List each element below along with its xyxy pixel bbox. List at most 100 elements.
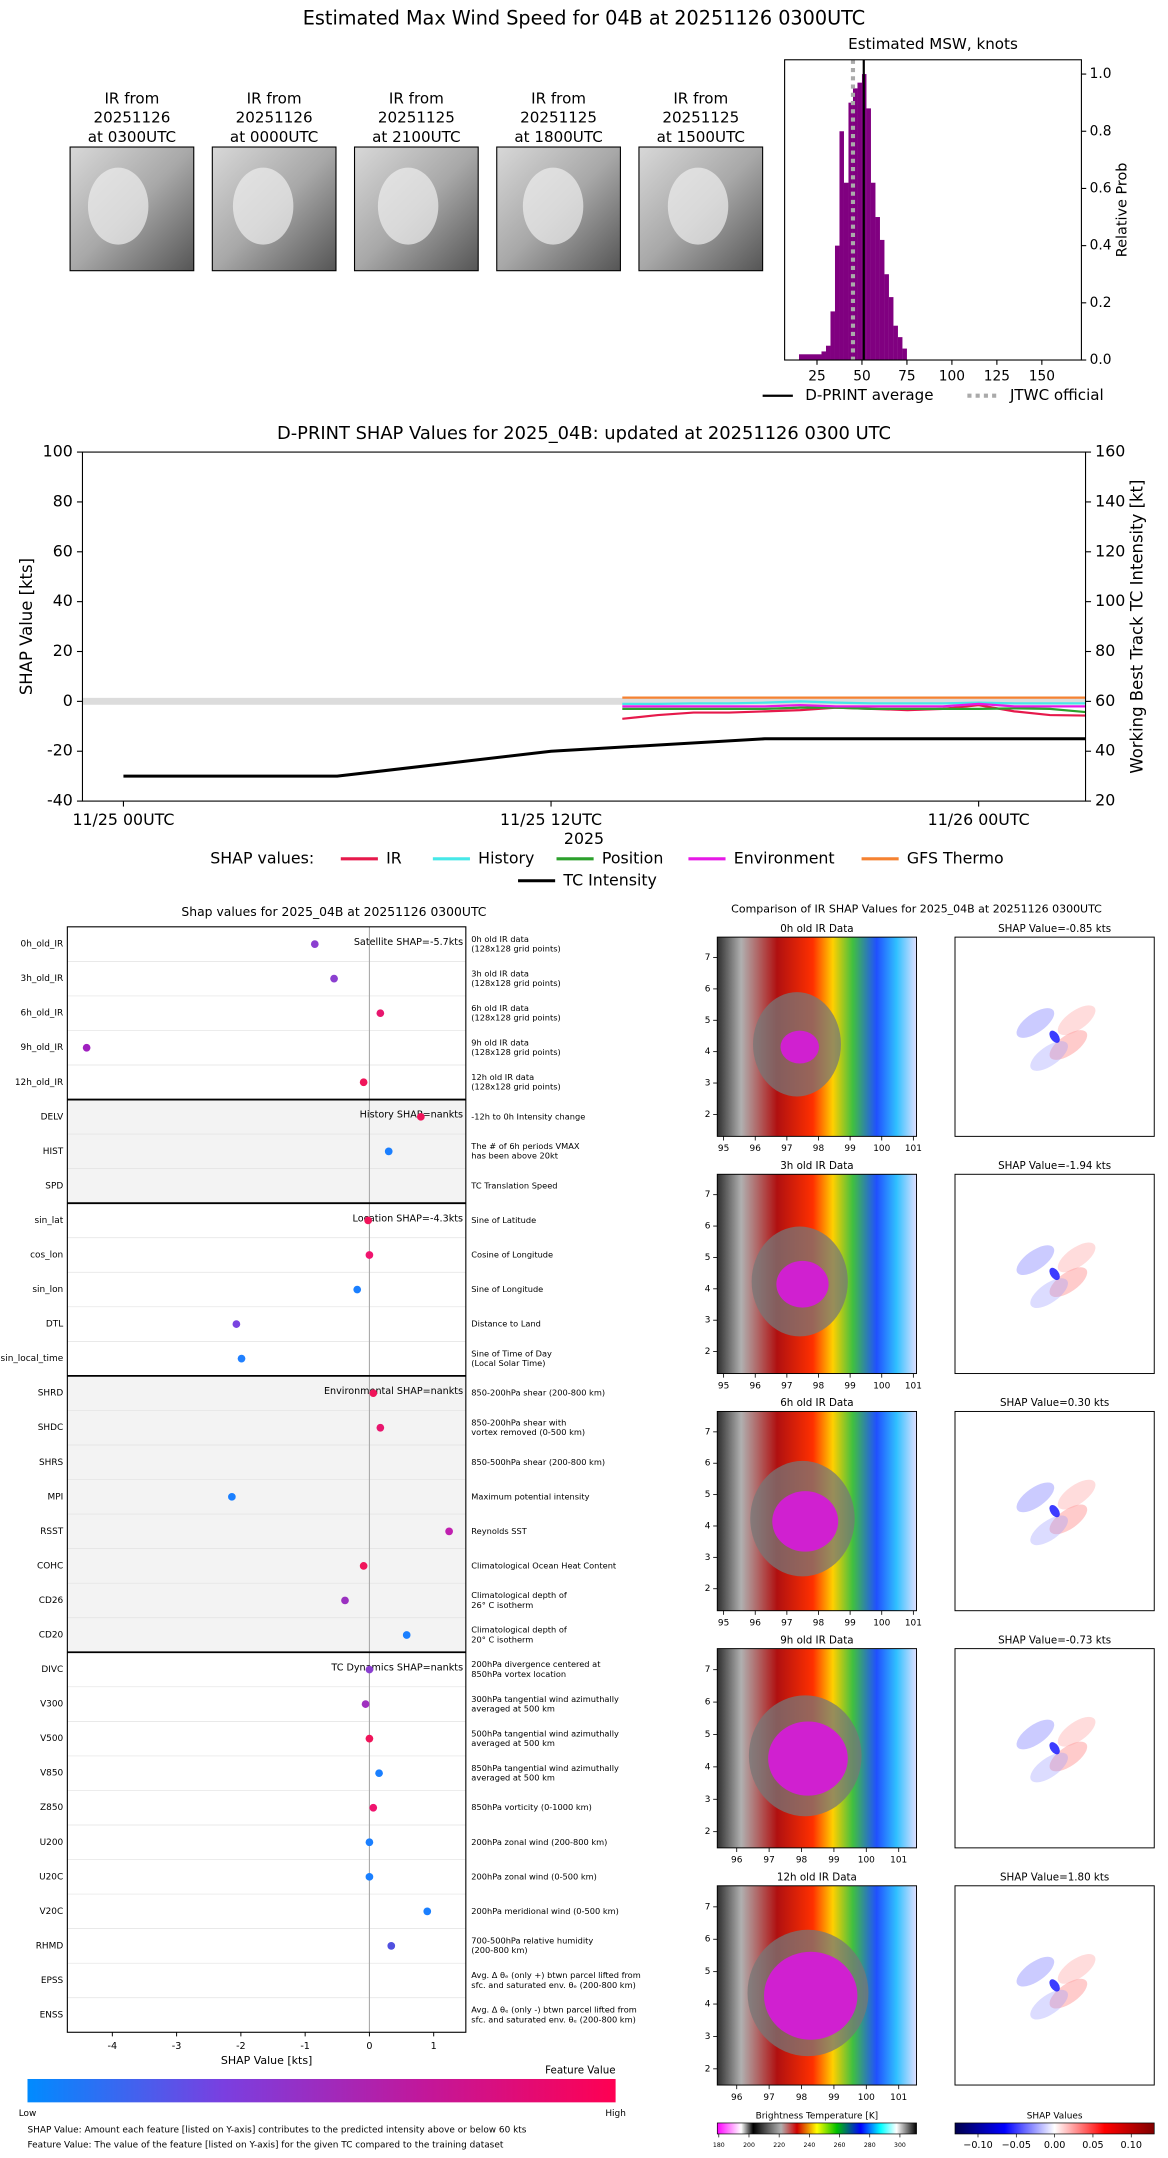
shap-pattern <box>1057 1479 1096 1510</box>
y-tick-label: 3 <box>705 1795 711 1805</box>
feature-description: 26° C isotherm <box>471 1600 533 1610</box>
x-tick-label: 50 <box>853 368 870 384</box>
y-tick-label: 7 <box>705 1902 711 1912</box>
shap-pattern <box>1049 1741 1088 1772</box>
shap-dot <box>364 1216 372 1225</box>
feature-label: 3h_old_IR <box>21 974 64 984</box>
colorbar-tick-label: 240 <box>803 2142 815 2149</box>
x-tick-label: 101 <box>905 1144 922 1154</box>
plot-frame <box>784 59 1082 361</box>
x-tick-label: 101 <box>890 2093 907 2103</box>
group-annotation: History SHAP=nankts <box>360 1110 463 1121</box>
x-tick-label: -4 <box>108 2041 118 2052</box>
y-tick-label: 40 <box>53 591 73 610</box>
feature-colorbar <box>27 2078 616 2103</box>
legend-label: Environment <box>734 848 835 867</box>
feature-label: RHMD <box>36 1941 64 1951</box>
x-tick-label: 101 <box>905 1381 922 1391</box>
feature-description: Climatological depth of <box>471 1625 568 1635</box>
feature-description: 20° C isotherm <box>471 1634 533 1644</box>
y-tick-label: 5 <box>705 1490 711 1500</box>
y-tick-label: 6 <box>705 984 711 994</box>
y-axis-label: SHAP Value [kts] <box>17 558 36 695</box>
feature-label: SHRS <box>39 1458 64 1468</box>
shap-dot <box>361 1700 370 1708</box>
ir-panel-title: 9h old IR Data <box>780 1634 853 1646</box>
shap-panel-title: SHAP Value=0.30 kts <box>1000 1397 1109 1409</box>
colorbar-tick-label: 0.10 <box>1121 2140 1142 2151</box>
colorbar-label: SHAP Values <box>1027 2112 1083 2122</box>
shap-pattern <box>1049 1030 1088 1060</box>
shap-dot <box>369 1389 378 1398</box>
y2-axis-label: Working Best Track TC Intensity [kt] <box>1127 480 1146 774</box>
thumbnail-label: 20251126 <box>236 109 313 127</box>
feature-description: 850-500hPa shear (200-800 km) <box>471 1457 605 1467</box>
histogram-bar <box>821 351 826 361</box>
thumbnail-label: IR from <box>247 89 302 107</box>
y-tick-label: 7 <box>705 1190 711 1200</box>
y-tick-label: 5 <box>705 1016 711 1026</box>
feature-label: DELV <box>41 1112 64 1122</box>
feature-description: 200hPa divergence centered at <box>471 1659 601 1669</box>
histogram-bar <box>866 108 871 361</box>
feature-label: RSST <box>40 1527 64 1537</box>
histogram-bar <box>852 88 858 361</box>
histogram-bar <box>816 354 822 361</box>
histogram-bar <box>799 354 804 361</box>
y-tick-label: 7 <box>705 1427 711 1437</box>
shap-dot <box>365 1838 374 1847</box>
shap-dot <box>330 974 338 983</box>
feature-description: 200hPa zonal wind (200-800 km) <box>471 1837 607 1847</box>
series-line <box>622 702 1086 708</box>
colorbar-tick-label: 280 <box>864 2142 876 2149</box>
shap-dot <box>387 1942 396 1950</box>
shap-dot <box>310 940 319 948</box>
x-tick-label: 11/26 00UTC <box>928 810 1030 829</box>
shap-dot <box>365 1734 374 1743</box>
y-tick-label: 0.4 <box>1090 238 1112 254</box>
thumbnail-label: 20251125 <box>520 109 597 127</box>
thumbnail-label: IR from <box>389 89 444 107</box>
y-tick-label: 3 <box>705 1079 711 1089</box>
feature-label: CD26 <box>39 1596 64 1606</box>
ir-panel-title: 12h old IR Data <box>777 1872 857 1884</box>
feature-description: (Local Solar Time) <box>471 1358 545 1368</box>
feature-description: Avg. Δ θₑ (only +) btwn parcel lifted fr… <box>471 1970 640 1980</box>
feature-description: 850hPa vorticity (0-1000 km) <box>471 1802 592 1812</box>
feature-description: TC Translation Speed <box>470 1180 557 1190</box>
series-line <box>123 737 1086 778</box>
x-tick-label: 99 <box>844 1144 856 1154</box>
y2-tick-label: 40 <box>1095 741 1115 760</box>
shap-pattern <box>1049 1267 1060 1281</box>
y-tick-label: 2 <box>705 1347 711 1357</box>
feature-description: Distance to Land <box>471 1319 541 1329</box>
x-tick-label: 96 <box>731 2093 743 2103</box>
colorbar <box>954 2122 1155 2135</box>
feature-label: 6h_old_IR <box>21 1009 64 1019</box>
feature-label: COHC <box>37 1561 63 1571</box>
legend-label: IR <box>386 848 402 867</box>
thumbnail-label: at 1800UTC <box>514 128 602 146</box>
x-tick-label: -2 <box>236 2041 246 2052</box>
y-tick-label: 4 <box>705 1047 711 1057</box>
feature-description: Climatological depth of <box>471 1590 568 1600</box>
ir-frame <box>716 1410 918 1612</box>
feature-description: Reynolds SST <box>471 1526 527 1536</box>
feature-description: (128x128 grid points) <box>471 1047 560 1057</box>
storm-cold-top <box>776 1260 829 1308</box>
chart-title: Shap values for 2025_04B at 20251126 030… <box>181 905 486 919</box>
feature-description: The # of 6h periods VMAX <box>470 1141 580 1151</box>
x-tick-label: 97 <box>763 1856 774 1866</box>
y2-tick-label: 80 <box>1095 641 1115 660</box>
shap-dot <box>359 1078 368 1087</box>
x-tick-label: 75 <box>898 368 915 384</box>
y-tick-label: -40 <box>47 791 73 810</box>
x-tick-label: 1 <box>431 2041 437 2052</box>
shap-panel-title: SHAP Value=-1.94 kts <box>998 1160 1111 1172</box>
colorbar-tick-label: 260 <box>834 2142 846 2149</box>
shap-dot <box>365 1872 374 1881</box>
feature-description: Sine of Longitude <box>471 1284 543 1294</box>
y-tick-label: 0.8 <box>1090 123 1112 139</box>
